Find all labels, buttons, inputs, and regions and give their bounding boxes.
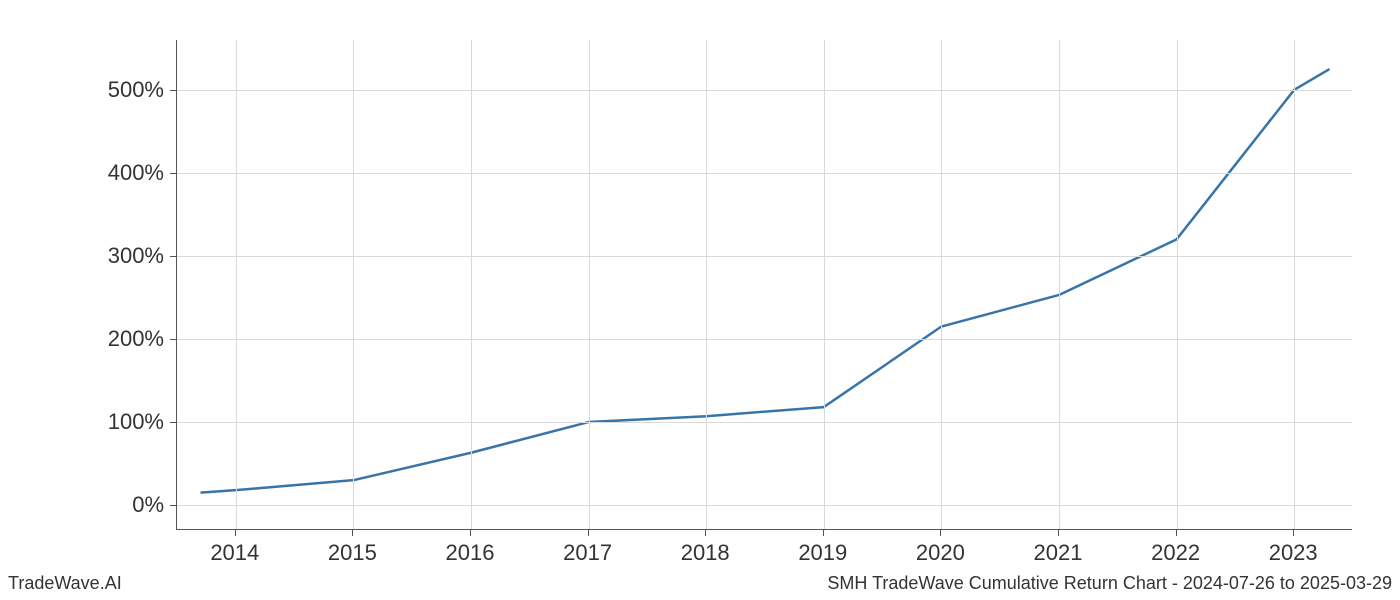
gridline-horizontal <box>177 256 1352 257</box>
gridline-vertical <box>471 40 472 529</box>
y-tick-mark <box>170 422 176 423</box>
gridline-vertical <box>589 40 590 529</box>
gridline-vertical <box>824 40 825 529</box>
x-tick-mark <box>705 530 706 536</box>
y-tick-mark <box>170 173 176 174</box>
x-tick-mark <box>470 530 471 536</box>
x-tick-mark <box>352 530 353 536</box>
x-tick-label: 2014 <box>210 540 259 566</box>
y-tick-label: 0% <box>132 492 164 518</box>
x-tick-mark <box>823 530 824 536</box>
x-tick-label: 2021 <box>1034 540 1083 566</box>
y-tick-label: 500% <box>108 77 164 103</box>
gridline-horizontal <box>177 90 1352 91</box>
x-tick-label: 2022 <box>1151 540 1200 566</box>
x-tick-label: 2015 <box>328 540 377 566</box>
gridline-horizontal <box>177 173 1352 174</box>
gridline-vertical <box>236 40 237 529</box>
gridline-horizontal <box>177 339 1352 340</box>
x-tick-label: 2017 <box>563 540 612 566</box>
x-tick-label: 2019 <box>798 540 847 566</box>
gridline-vertical <box>353 40 354 529</box>
x-tick-label: 2023 <box>1269 540 1318 566</box>
series-line-cumulative-return <box>201 69 1330 493</box>
y-tick-label: 300% <box>108 243 164 269</box>
y-tick-mark <box>170 90 176 91</box>
gridline-vertical <box>706 40 707 529</box>
x-tick-label: 2020 <box>916 540 965 566</box>
x-tick-mark <box>1058 530 1059 536</box>
y-tick-label: 400% <box>108 160 164 186</box>
y-tick-mark <box>170 505 176 506</box>
y-tick-label: 200% <box>108 326 164 352</box>
gridline-horizontal <box>177 422 1352 423</box>
y-tick-mark <box>170 339 176 340</box>
chart-container: TradeWave.AI SMH TradeWave Cumulative Re… <box>0 0 1400 600</box>
x-tick-mark <box>1176 530 1177 536</box>
gridline-horizontal <box>177 505 1352 506</box>
x-tick-label: 2016 <box>446 540 495 566</box>
gridline-vertical <box>1177 40 1178 529</box>
x-tick-label: 2018 <box>681 540 730 566</box>
gridline-vertical <box>1059 40 1060 529</box>
y-tick-mark <box>170 256 176 257</box>
x-tick-mark <box>940 530 941 536</box>
y-tick-label: 100% <box>108 409 164 435</box>
gridline-vertical <box>1294 40 1295 529</box>
gridline-vertical <box>941 40 942 529</box>
x-tick-mark <box>588 530 589 536</box>
x-tick-mark <box>1293 530 1294 536</box>
footer-brand: TradeWave.AI <box>8 573 122 594</box>
plot-area <box>176 40 1352 530</box>
x-tick-mark <box>235 530 236 536</box>
footer-caption: SMH TradeWave Cumulative Return Chart - … <box>827 573 1392 594</box>
